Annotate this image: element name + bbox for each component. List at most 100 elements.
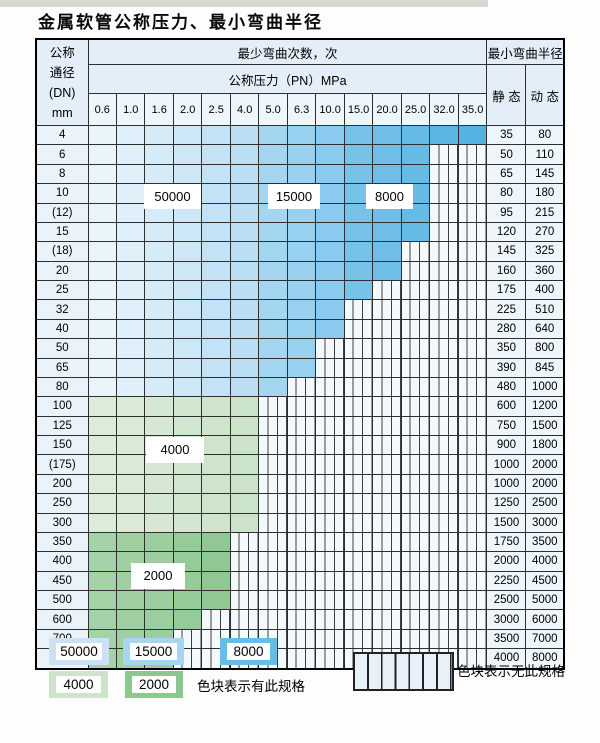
spec-cell <box>229 357 260 378</box>
spec-cell <box>87 202 117 223</box>
no-spec-cell <box>457 589 488 611</box>
legend-chip-8000: 8000 <box>220 638 277 665</box>
no-spec-cell <box>343 376 374 398</box>
spec-cell <box>400 144 431 165</box>
spec-cell <box>87 609 117 630</box>
no-spec-cell <box>343 299 374 320</box>
dynamic-radius-cell: 2500 <box>525 493 565 514</box>
spec-cell <box>315 279 345 301</box>
no-spec-cell <box>286 473 317 495</box>
pressure-value: 6.3 <box>286 93 317 126</box>
spec-cell <box>400 221 431 243</box>
spec-cell <box>172 357 203 378</box>
table-row: 4 35 80 <box>35 124 565 146</box>
spec-cell <box>87 318 117 340</box>
legend-chip-2000: 2000 <box>125 671 183 698</box>
dn-cell: 25 <box>35 279 89 301</box>
spec-cell <box>343 221 374 243</box>
spec-cell <box>258 357 288 378</box>
spec-cell <box>229 318 260 340</box>
static-radius-cell: 480 <box>486 376 527 398</box>
spec-cell <box>229 376 260 398</box>
table-row: 65 390 845 <box>35 357 565 378</box>
spec-cell <box>201 415 231 437</box>
no-spec-cell <box>286 570 317 592</box>
no-spec-cell <box>286 493 317 514</box>
no-spec-cell <box>315 628 345 650</box>
spec-cell <box>144 493 174 514</box>
dynamic-radius-cell: 1200 <box>525 396 565 417</box>
no-spec-cell <box>429 551 459 572</box>
spec-cell <box>87 396 117 417</box>
spec-cell <box>229 202 260 223</box>
spec-cell <box>144 415 174 437</box>
no-spec-cell <box>457 473 488 495</box>
spec-cell <box>115 454 146 475</box>
spec-cell <box>315 299 345 320</box>
spec-cell <box>400 124 431 146</box>
no-spec-cell <box>372 454 402 475</box>
no-spec-cell <box>400 473 431 495</box>
spec-cell <box>201 473 231 495</box>
no-spec-cell <box>429 279 459 301</box>
no-spec-cell <box>429 202 459 223</box>
no-spec-cell <box>429 570 459 592</box>
spec-cell <box>115 415 146 437</box>
spec-cell <box>87 376 117 398</box>
spec-cell <box>258 376 288 398</box>
spec-cell <box>286 124 317 146</box>
spec-cell <box>286 241 317 262</box>
spec-cell <box>229 279 260 301</box>
no-spec-cell <box>258 473 288 495</box>
spec-cell <box>144 396 174 417</box>
pressure-value: 1.0 <box>115 93 146 126</box>
no-spec-cell <box>286 415 317 437</box>
no-spec-cell <box>315 589 345 611</box>
static-radius-cell: 2000 <box>486 551 527 572</box>
spec-cell <box>372 144 402 165</box>
spec-cell <box>115 338 146 359</box>
dynamic-radius-cell: 180 <box>525 183 565 204</box>
spec-cell <box>144 376 174 398</box>
dn-cell: 8 <box>35 163 89 185</box>
spec-cell <box>201 279 231 301</box>
dynamic-radius-cell: 400 <box>525 279 565 301</box>
no-spec-cell <box>457 570 488 592</box>
spec-cell <box>115 493 146 514</box>
no-spec-cell <box>286 396 317 417</box>
static-radius-cell: 65 <box>486 163 527 185</box>
no-spec-cell <box>258 493 288 514</box>
no-spec-cell <box>372 609 402 630</box>
dn-cell: 500 <box>35 589 89 611</box>
no-spec-cell <box>286 531 317 553</box>
spec-cell <box>87 124 117 146</box>
no-spec-cell <box>315 338 345 359</box>
spec-cell <box>315 260 345 282</box>
spec-cell <box>172 473 203 495</box>
no-spec-cell <box>429 589 459 611</box>
legend-no-spec-swatch <box>353 652 454 691</box>
static-radius-cell: 4000 <box>486 648 527 669</box>
pressure-value: 0.6 <box>87 93 117 126</box>
no-spec-cell <box>457 415 488 437</box>
dynamic-radius-cell: 2000 <box>525 454 565 475</box>
spec-cell <box>115 241 146 262</box>
dn-cell: 6 <box>35 144 89 165</box>
spec-cell <box>115 609 146 630</box>
no-spec-cell <box>343 454 374 475</box>
no-spec-cell <box>372 396 402 417</box>
no-spec-cell <box>457 493 488 514</box>
bend-cycles-header: 最少弯曲次数，次 <box>87 38 488 65</box>
dynamic-radius-cell: 5000 <box>525 589 565 611</box>
static-radius-cell: 160 <box>486 260 527 282</box>
spec-cell <box>258 260 288 282</box>
spec-cell <box>87 415 117 437</box>
no-spec-cell <box>457 434 488 456</box>
spec-cell <box>172 144 203 165</box>
pressure-value: 1.6 <box>144 93 174 126</box>
no-spec-cell <box>343 473 374 495</box>
spec-cell <box>229 221 260 243</box>
no-spec-cell <box>429 299 459 320</box>
spec-cell <box>229 183 260 204</box>
legend-has-spec-text: 色块表示有此规格 <box>197 678 305 694</box>
